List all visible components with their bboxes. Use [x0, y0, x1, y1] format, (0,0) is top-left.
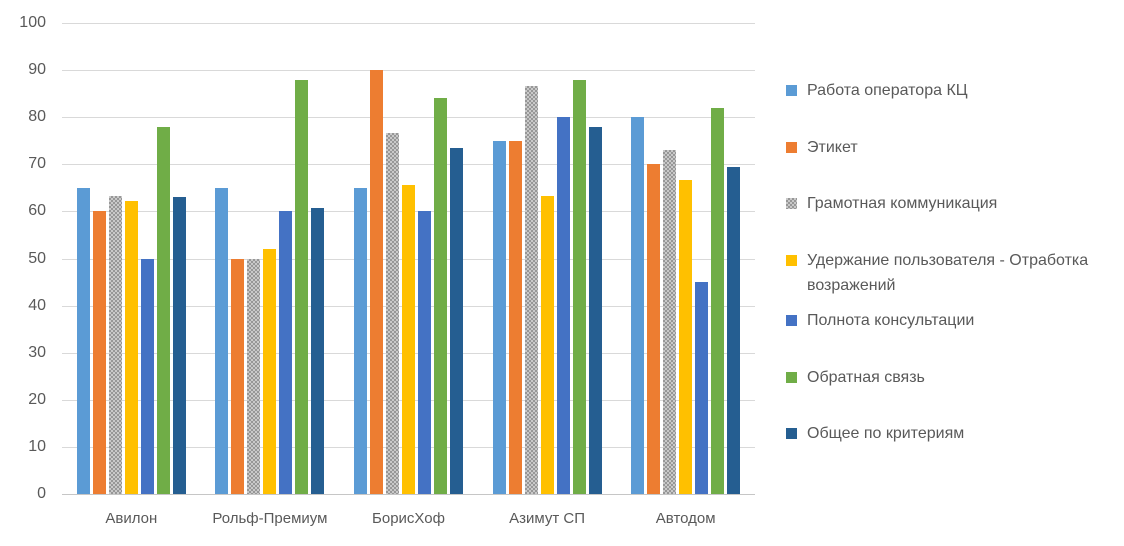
bar-group-1	[62, 23, 201, 494]
y-tick-label: 50	[28, 249, 46, 267]
legend-item-label: Обратная связь	[807, 369, 925, 386]
y-tick-label: 40	[28, 296, 46, 314]
gridline	[62, 117, 755, 119]
y-tick-label: 20	[28, 390, 46, 408]
legend-swatch	[786, 198, 797, 209]
bar	[156, 126, 170, 494]
legend: Работа оператора КЦ Этикет Грамотная комму…	[786, 0, 1120, 546]
bar	[401, 184, 415, 494]
bar	[263, 249, 277, 494]
bar	[679, 179, 693, 494]
legend-item-label: Работа оператора КЦ	[807, 82, 968, 99]
y-tick-label: 10	[28, 437, 46, 455]
bar	[449, 148, 463, 494]
bar	[231, 258, 245, 494]
legend-item: Удержание пользователя - Отработка возра…	[786, 248, 1120, 298]
x-axis-line	[62, 494, 755, 495]
bar	[311, 207, 325, 494]
bar	[711, 107, 725, 494]
bar	[417, 211, 431, 494]
bar	[433, 98, 447, 494]
legend-swatch	[786, 142, 797, 153]
gridline	[62, 70, 755, 72]
bar	[295, 79, 309, 494]
y-tick-label: 0	[37, 485, 46, 502]
bar-group-2	[201, 23, 340, 494]
bar	[727, 166, 741, 494]
bar	[572, 79, 586, 494]
x-category-label: Азимут СП	[509, 510, 586, 527]
legend-item: Работа оператора КЦ	[786, 78, 1120, 103]
x-category-label: Рольф-Премиум	[212, 510, 328, 527]
gridline	[62, 164, 755, 166]
gridline	[62, 23, 755, 24]
bar	[247, 258, 261, 494]
bar	[108, 195, 122, 494]
legend-item: Полнота консультации	[786, 308, 1120, 333]
bar	[492, 140, 506, 494]
legend-item-label: Полнота консультации	[807, 312, 975, 329]
legend-item: Обратная связь	[786, 365, 1120, 390]
plot-area	[62, 23, 755, 495]
bar	[369, 70, 383, 494]
legend-item: Этикет	[786, 135, 1120, 160]
legend-swatch	[786, 372, 797, 383]
legend-item-label: Удержание пользователя - Отработка возра…	[807, 252, 1089, 294]
bar	[140, 258, 154, 494]
bar-group-4	[478, 23, 617, 494]
x-category-label: Авилон	[105, 510, 158, 527]
bar	[631, 117, 645, 494]
bar	[508, 140, 522, 494]
y-tick-label: 90	[28, 61, 46, 79]
bar	[588, 126, 602, 494]
bar	[524, 85, 538, 494]
y-tick-label: 30	[28, 343, 46, 361]
bar	[556, 117, 570, 494]
legend-swatch	[786, 315, 797, 326]
legend-item-label: Этикет	[807, 139, 858, 156]
x-category-label: Автодом	[655, 510, 716, 527]
bar	[695, 282, 709, 494]
y-tick-label: 60	[28, 202, 46, 220]
bar	[215, 187, 229, 494]
bar	[92, 211, 106, 494]
legend-item-label: Общее по критериям	[807, 425, 965, 442]
y-tick-label: 70	[28, 155, 46, 173]
legend-swatch	[786, 85, 797, 96]
bar	[385, 133, 399, 494]
bar	[76, 187, 90, 494]
x-category-label: БорисХоф	[372, 510, 445, 527]
y-tick-label: 80	[28, 108, 46, 126]
bar	[124, 200, 138, 494]
legend-swatch	[786, 428, 797, 439]
legend-item: Общее по критериям	[786, 421, 1120, 446]
y-tick-label: 100	[19, 14, 46, 31]
bar	[540, 195, 554, 494]
bar-group-3	[339, 23, 478, 494]
legend-item: Грамотная коммуникация	[786, 191, 1120, 216]
bar	[172, 196, 186, 494]
bar	[647, 164, 661, 494]
legend-item-label: Грамотная коммуникация	[807, 195, 998, 212]
bar	[353, 187, 367, 494]
bar	[663, 150, 677, 494]
bar	[279, 211, 293, 494]
legend-swatch	[786, 255, 797, 266]
bar-group-5	[616, 23, 755, 494]
